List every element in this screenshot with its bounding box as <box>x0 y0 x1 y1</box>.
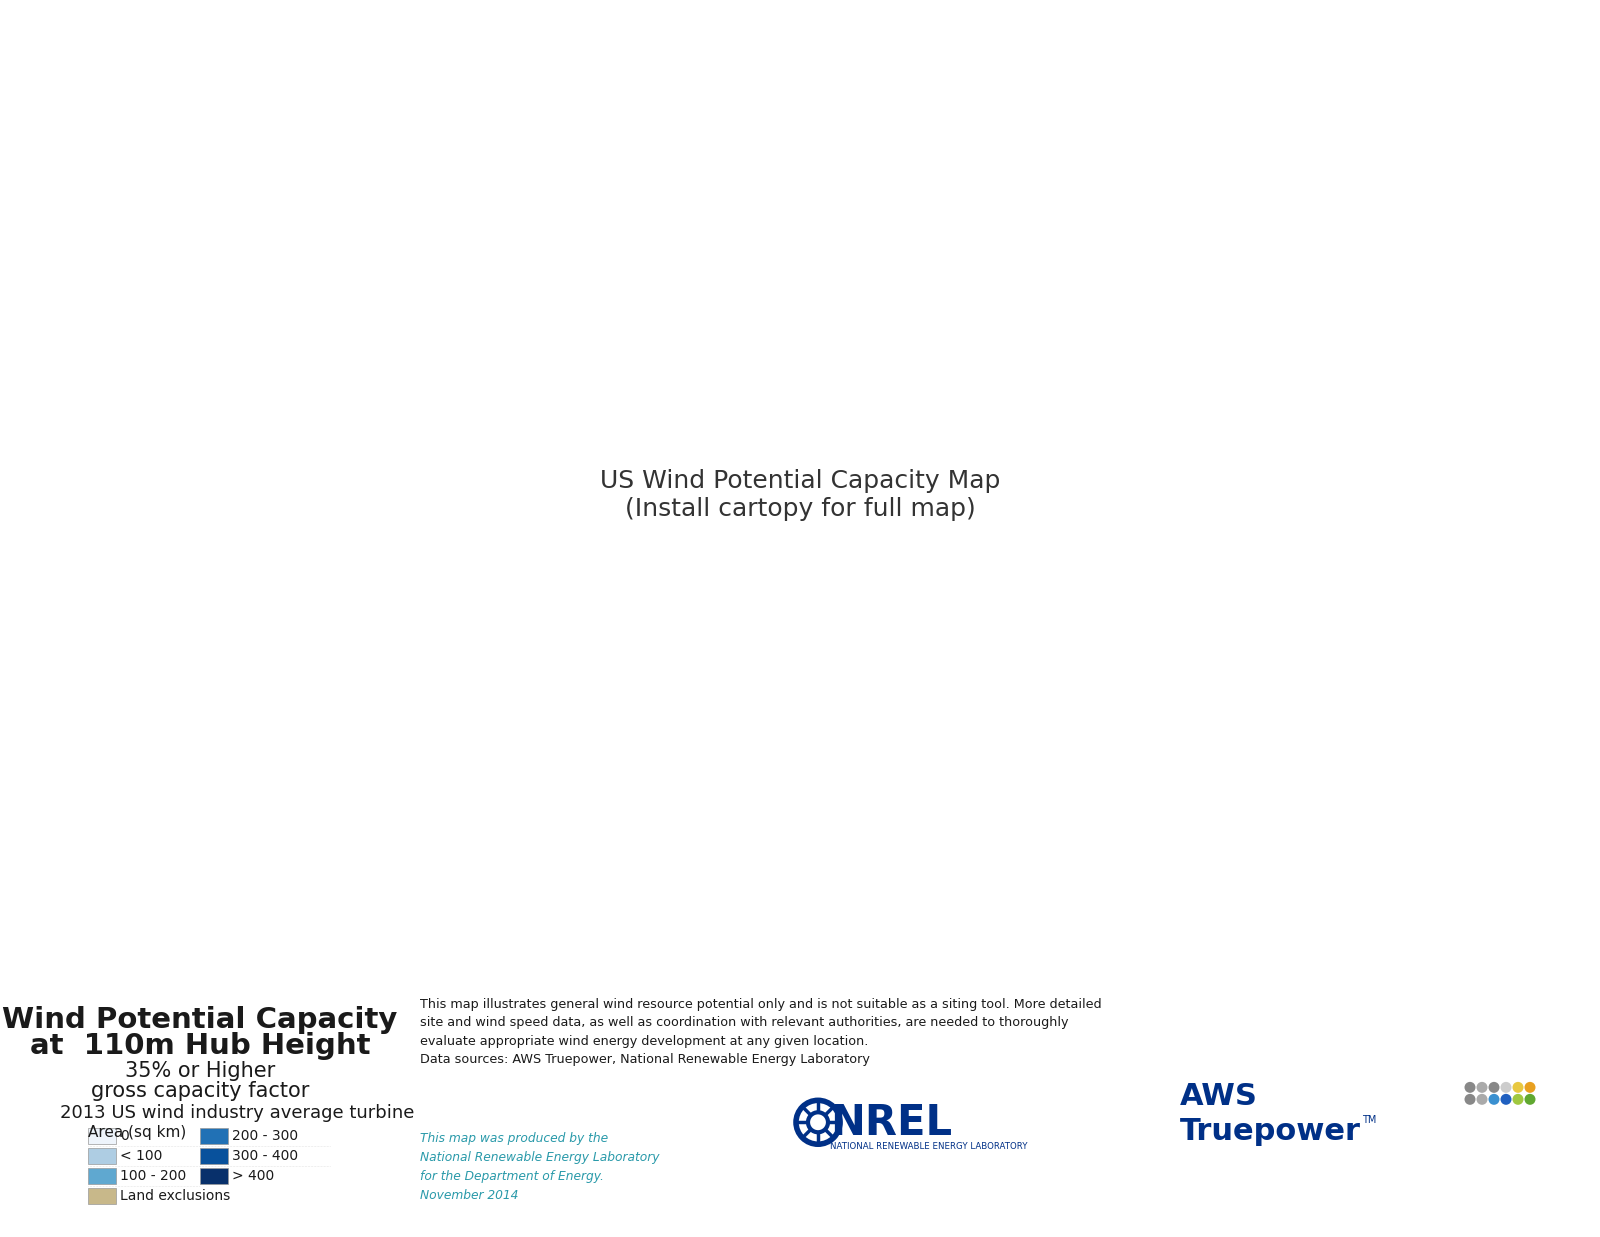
Circle shape <box>1501 1094 1512 1105</box>
Bar <box>200 1128 229 1144</box>
Text: 200 - 300: 200 - 300 <box>232 1129 298 1143</box>
Text: This map was produced by the
National Renewable Energy Laboratory
for the Depart: This map was produced by the National Re… <box>419 1132 659 1202</box>
Circle shape <box>1464 1094 1475 1105</box>
Text: 100 - 200: 100 - 200 <box>120 1169 186 1183</box>
Text: > 400: > 400 <box>232 1169 274 1183</box>
Bar <box>200 1148 229 1164</box>
Bar <box>88 1188 115 1204</box>
Text: 300 - 400: 300 - 400 <box>232 1149 298 1163</box>
Text: Area (sq km): Area (sq km) <box>88 1126 186 1141</box>
Text: NATIONAL RENEWABLE ENERGY LABORATORY: NATIONAL RENEWABLE ENERGY LABORATORY <box>830 1142 1027 1152</box>
Text: < 100: < 100 <box>120 1149 162 1163</box>
Text: 2013 US wind industry average turbine: 2013 US wind industry average turbine <box>61 1105 414 1122</box>
Text: gross capacity factor: gross capacity factor <box>91 1081 309 1101</box>
Circle shape <box>1512 1082 1523 1092</box>
Text: This map illustrates general wind resource potential only and is not suitable as: This map illustrates general wind resour… <box>419 997 1102 1066</box>
Circle shape <box>1525 1094 1536 1105</box>
Bar <box>88 1128 115 1144</box>
Bar <box>88 1148 115 1164</box>
Circle shape <box>1525 1082 1536 1092</box>
Circle shape <box>1464 1082 1475 1092</box>
Circle shape <box>1477 1094 1488 1105</box>
Bar <box>88 1168 115 1184</box>
Text: Land exclusions: Land exclusions <box>120 1189 230 1204</box>
Circle shape <box>1512 1094 1523 1105</box>
Circle shape <box>1488 1094 1499 1105</box>
Circle shape <box>1501 1082 1512 1092</box>
Text: US Wind Potential Capacity Map
(Install cartopy for full map): US Wind Potential Capacity Map (Install … <box>600 469 1000 521</box>
Text: 35% or Higher: 35% or Higher <box>125 1061 275 1081</box>
Text: at  110m Hub Height: at 110m Hub Height <box>30 1033 370 1060</box>
Text: NREL: NREL <box>830 1102 952 1144</box>
Text: Truepower: Truepower <box>1181 1117 1362 1147</box>
Text: 0: 0 <box>120 1129 128 1143</box>
Text: AWS: AWS <box>1181 1082 1258 1111</box>
Text: Wind Potential Capacity: Wind Potential Capacity <box>2 1006 398 1034</box>
Circle shape <box>1477 1082 1488 1092</box>
Circle shape <box>1488 1082 1499 1092</box>
Text: TM: TM <box>1362 1116 1376 1126</box>
Bar <box>200 1168 229 1184</box>
